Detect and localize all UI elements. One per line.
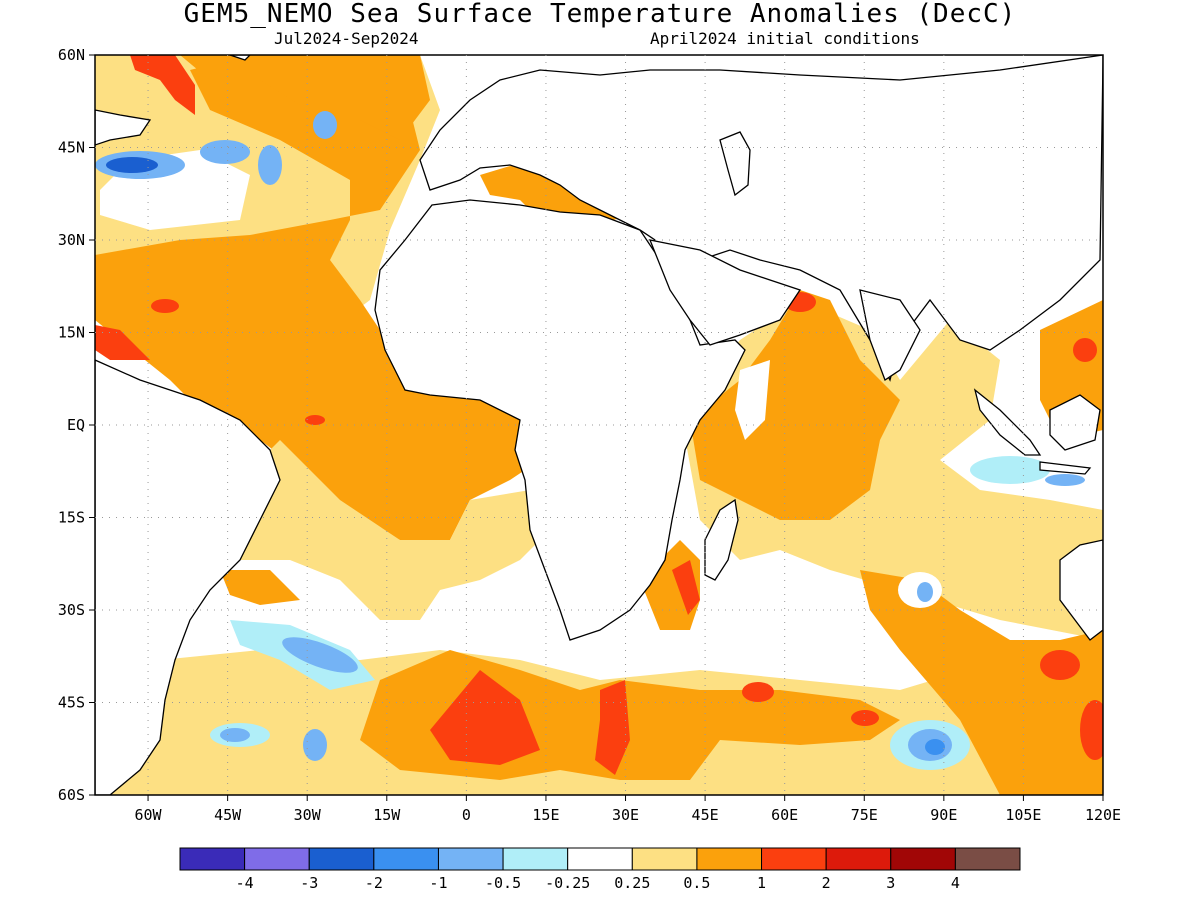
anomaly-cool-io bbox=[917, 582, 933, 602]
lon-tick-label: 45E bbox=[692, 806, 719, 824]
anomaly-spot-scs-red bbox=[1073, 338, 1097, 362]
lat-tick-label: 60N bbox=[58, 46, 85, 64]
colorbar-label: 3 bbox=[886, 874, 895, 892]
anomaly-spot-red-c bbox=[742, 682, 774, 702]
land-borneo bbox=[1049, 394, 1101, 451]
anomaly-cool-so-2 bbox=[282, 637, 358, 673]
lon-tick-label: 0 bbox=[462, 806, 471, 824]
land-south-america bbox=[95, 359, 281, 795]
anomaly-spot-austr-red bbox=[1040, 650, 1080, 680]
land-sumatra bbox=[973, 388, 1042, 456]
anomaly-region-caribbean-red bbox=[95, 325, 150, 360]
land-arabia bbox=[648, 239, 802, 346]
lon-tick-label: 105E bbox=[1005, 806, 1041, 824]
colorbar-label: 2 bbox=[822, 874, 831, 892]
lat-tick-label: 30N bbox=[58, 231, 85, 249]
colorbar-swatch bbox=[761, 847, 827, 871]
anomaly-cool-so-8 bbox=[925, 739, 945, 755]
colorbar-swatch bbox=[825, 847, 892, 871]
colorbar-label: -1 bbox=[429, 874, 447, 892]
colorbar-label: -0.5 bbox=[485, 874, 521, 892]
anomaly-region-io-white bbox=[735, 360, 770, 440]
anomaly-region-tropical-atlantic bbox=[95, 60, 525, 540]
anomaly-cool-so-4 bbox=[220, 728, 250, 742]
colorbar-swatch bbox=[696, 847, 763, 871]
longitude-axis: 60W 45W 30W 15W 0 15E 30E 45E 60E 75E 90E 105E 120E bbox=[135, 795, 1121, 824]
anomaly-cool-so-5 bbox=[303, 729, 327, 761]
anomaly-region-sa-orange bbox=[220, 570, 300, 605]
map-title: GEM5_NEMO Sea Surface Temperature Anomal… bbox=[183, 0, 1017, 29]
lat-tick-label: 30S bbox=[58, 601, 85, 619]
colorbar-label: 1 bbox=[757, 874, 766, 892]
anomaly-cool-na-2 bbox=[200, 140, 250, 164]
lon-tick-label: 60W bbox=[135, 806, 163, 824]
initial-conditions: April2024 initial conditions bbox=[650, 29, 920, 48]
anomaly-region-ionw-orange bbox=[860, 570, 1103, 795]
anomaly-spot-red-a bbox=[151, 299, 179, 313]
lon-tick-label: 15E bbox=[532, 806, 559, 824]
lon-tick-label: 120E bbox=[1085, 806, 1121, 824]
lat-tick-label: 60S bbox=[58, 786, 85, 804]
anomaly-spot-red-b bbox=[305, 415, 325, 425]
anomaly-region-sa-yellow bbox=[210, 440, 540, 620]
colorbar-swatch bbox=[244, 847, 310, 871]
anomaly-region-swio-orange bbox=[640, 540, 700, 630]
land-java bbox=[1039, 461, 1092, 475]
anomaly-cool-timor-2 bbox=[1045, 474, 1085, 486]
lat-tick-label: 45N bbox=[58, 139, 85, 157]
anomaly-region-gulf-red bbox=[130, 55, 195, 115]
land-caspian bbox=[719, 131, 751, 197]
lat-tick-label: EQ bbox=[67, 416, 85, 434]
anomaly-region-io-orange bbox=[690, 290, 900, 520]
colorbar-label: -2 bbox=[365, 874, 383, 892]
colorbar-label: -4 bbox=[236, 874, 254, 892]
lon-tick-label: 60E bbox=[771, 806, 798, 824]
lat-tick-label: 15N bbox=[58, 324, 85, 342]
lat-tick-label: 15S bbox=[58, 509, 85, 527]
anomaly-region-so-red-1 bbox=[430, 670, 540, 765]
colorbar-label: 0.5 bbox=[683, 874, 710, 892]
forecast-period: Jul2024-Sep2024 bbox=[274, 29, 419, 48]
lon-tick-label: 75E bbox=[851, 806, 878, 824]
colorbar-swatch bbox=[890, 847, 956, 871]
colorbar-swatch bbox=[502, 847, 569, 871]
colorbar-label: 0.25 bbox=[614, 874, 650, 892]
graticule bbox=[95, 55, 1103, 795]
anomaly-spot-austr-red-2 bbox=[1080, 700, 1103, 760]
anomaly-spot-red-d bbox=[851, 710, 879, 726]
colorbar-swatch bbox=[373, 847, 439, 871]
colorbar-swatch bbox=[308, 847, 375, 871]
anomaly-cool-na-core bbox=[106, 157, 158, 173]
colorbar-label: 4 bbox=[951, 874, 960, 892]
land-north-america-east bbox=[95, 109, 152, 146]
land-australia bbox=[1059, 539, 1103, 641]
lon-tick-label: 30W bbox=[294, 806, 322, 824]
latitude-axis: 60N 45N 30N 15N EQ 15S 30S 45S 60S bbox=[58, 46, 95, 804]
lon-tick-label: 30E bbox=[612, 806, 639, 824]
anomaly-region-so-red-2 bbox=[595, 680, 630, 775]
colorbar-label: -3 bbox=[300, 874, 318, 892]
lat-tick-label: 45S bbox=[58, 694, 85, 712]
colorbar-swatch bbox=[437, 847, 504, 871]
colorbar: -4 -3 -2 -1 -0.5 -0.25 0.25 0.5 1 2 3 4 bbox=[179, 847, 1021, 892]
colorbar-swatch bbox=[179, 847, 246, 871]
colorbar-swatch bbox=[954, 847, 1021, 871]
colorbar-swatch bbox=[567, 847, 633, 871]
lon-tick-label: 90E bbox=[930, 806, 957, 824]
colorbar-label: -0.25 bbox=[545, 874, 590, 892]
anomaly-cool-timor bbox=[970, 456, 1050, 484]
anomaly-cool-na-3 bbox=[258, 145, 282, 185]
lon-tick-label: 15W bbox=[373, 806, 401, 824]
anomaly-cool-na-4 bbox=[313, 111, 337, 139]
colorbar-swatch bbox=[631, 847, 698, 871]
anomaly-region-na-orange-top bbox=[180, 55, 430, 140]
anomaly-region-swio-red bbox=[672, 560, 700, 615]
land-india bbox=[859, 289, 921, 381]
lon-tick-label: 45W bbox=[214, 806, 242, 824]
land-greenland-iceland bbox=[229, 55, 251, 61]
